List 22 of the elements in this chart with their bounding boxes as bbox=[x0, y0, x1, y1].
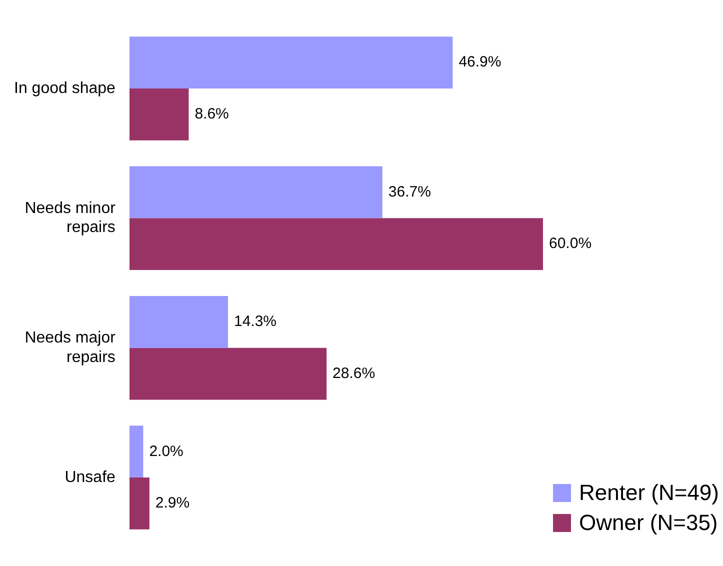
y-tick-label: Needs minor repairs bbox=[24, 200, 116, 236]
data-label: 2.0% bbox=[149, 442, 184, 460]
data-label: 28.6% bbox=[332, 364, 376, 382]
bar bbox=[129, 348, 327, 400]
legend-label: Owner (N=35) bbox=[578, 510, 718, 536]
data-label: 8.6% bbox=[194, 106, 229, 123]
bar bbox=[129, 218, 543, 270]
bar bbox=[129, 478, 150, 530]
y-tick-label: In good shape bbox=[14, 80, 116, 97]
y-tick-label: Needs major repairs bbox=[24, 330, 116, 366]
y-tick-label: Unsafe bbox=[64, 468, 116, 486]
bar bbox=[129, 426, 144, 478]
data-label: 46.9% bbox=[458, 54, 502, 71]
data-label: 60.0% bbox=[549, 235, 592, 252]
bar bbox=[129, 88, 189, 140]
data-label: 2.9% bbox=[155, 494, 190, 512]
data-label: 14.3% bbox=[234, 313, 277, 330]
data-label: 36.7% bbox=[388, 183, 431, 200]
bar bbox=[129, 296, 228, 348]
bar bbox=[129, 36, 453, 88]
bar bbox=[129, 166, 382, 218]
legend-label: Renter (N=49) bbox=[578, 480, 719, 506]
